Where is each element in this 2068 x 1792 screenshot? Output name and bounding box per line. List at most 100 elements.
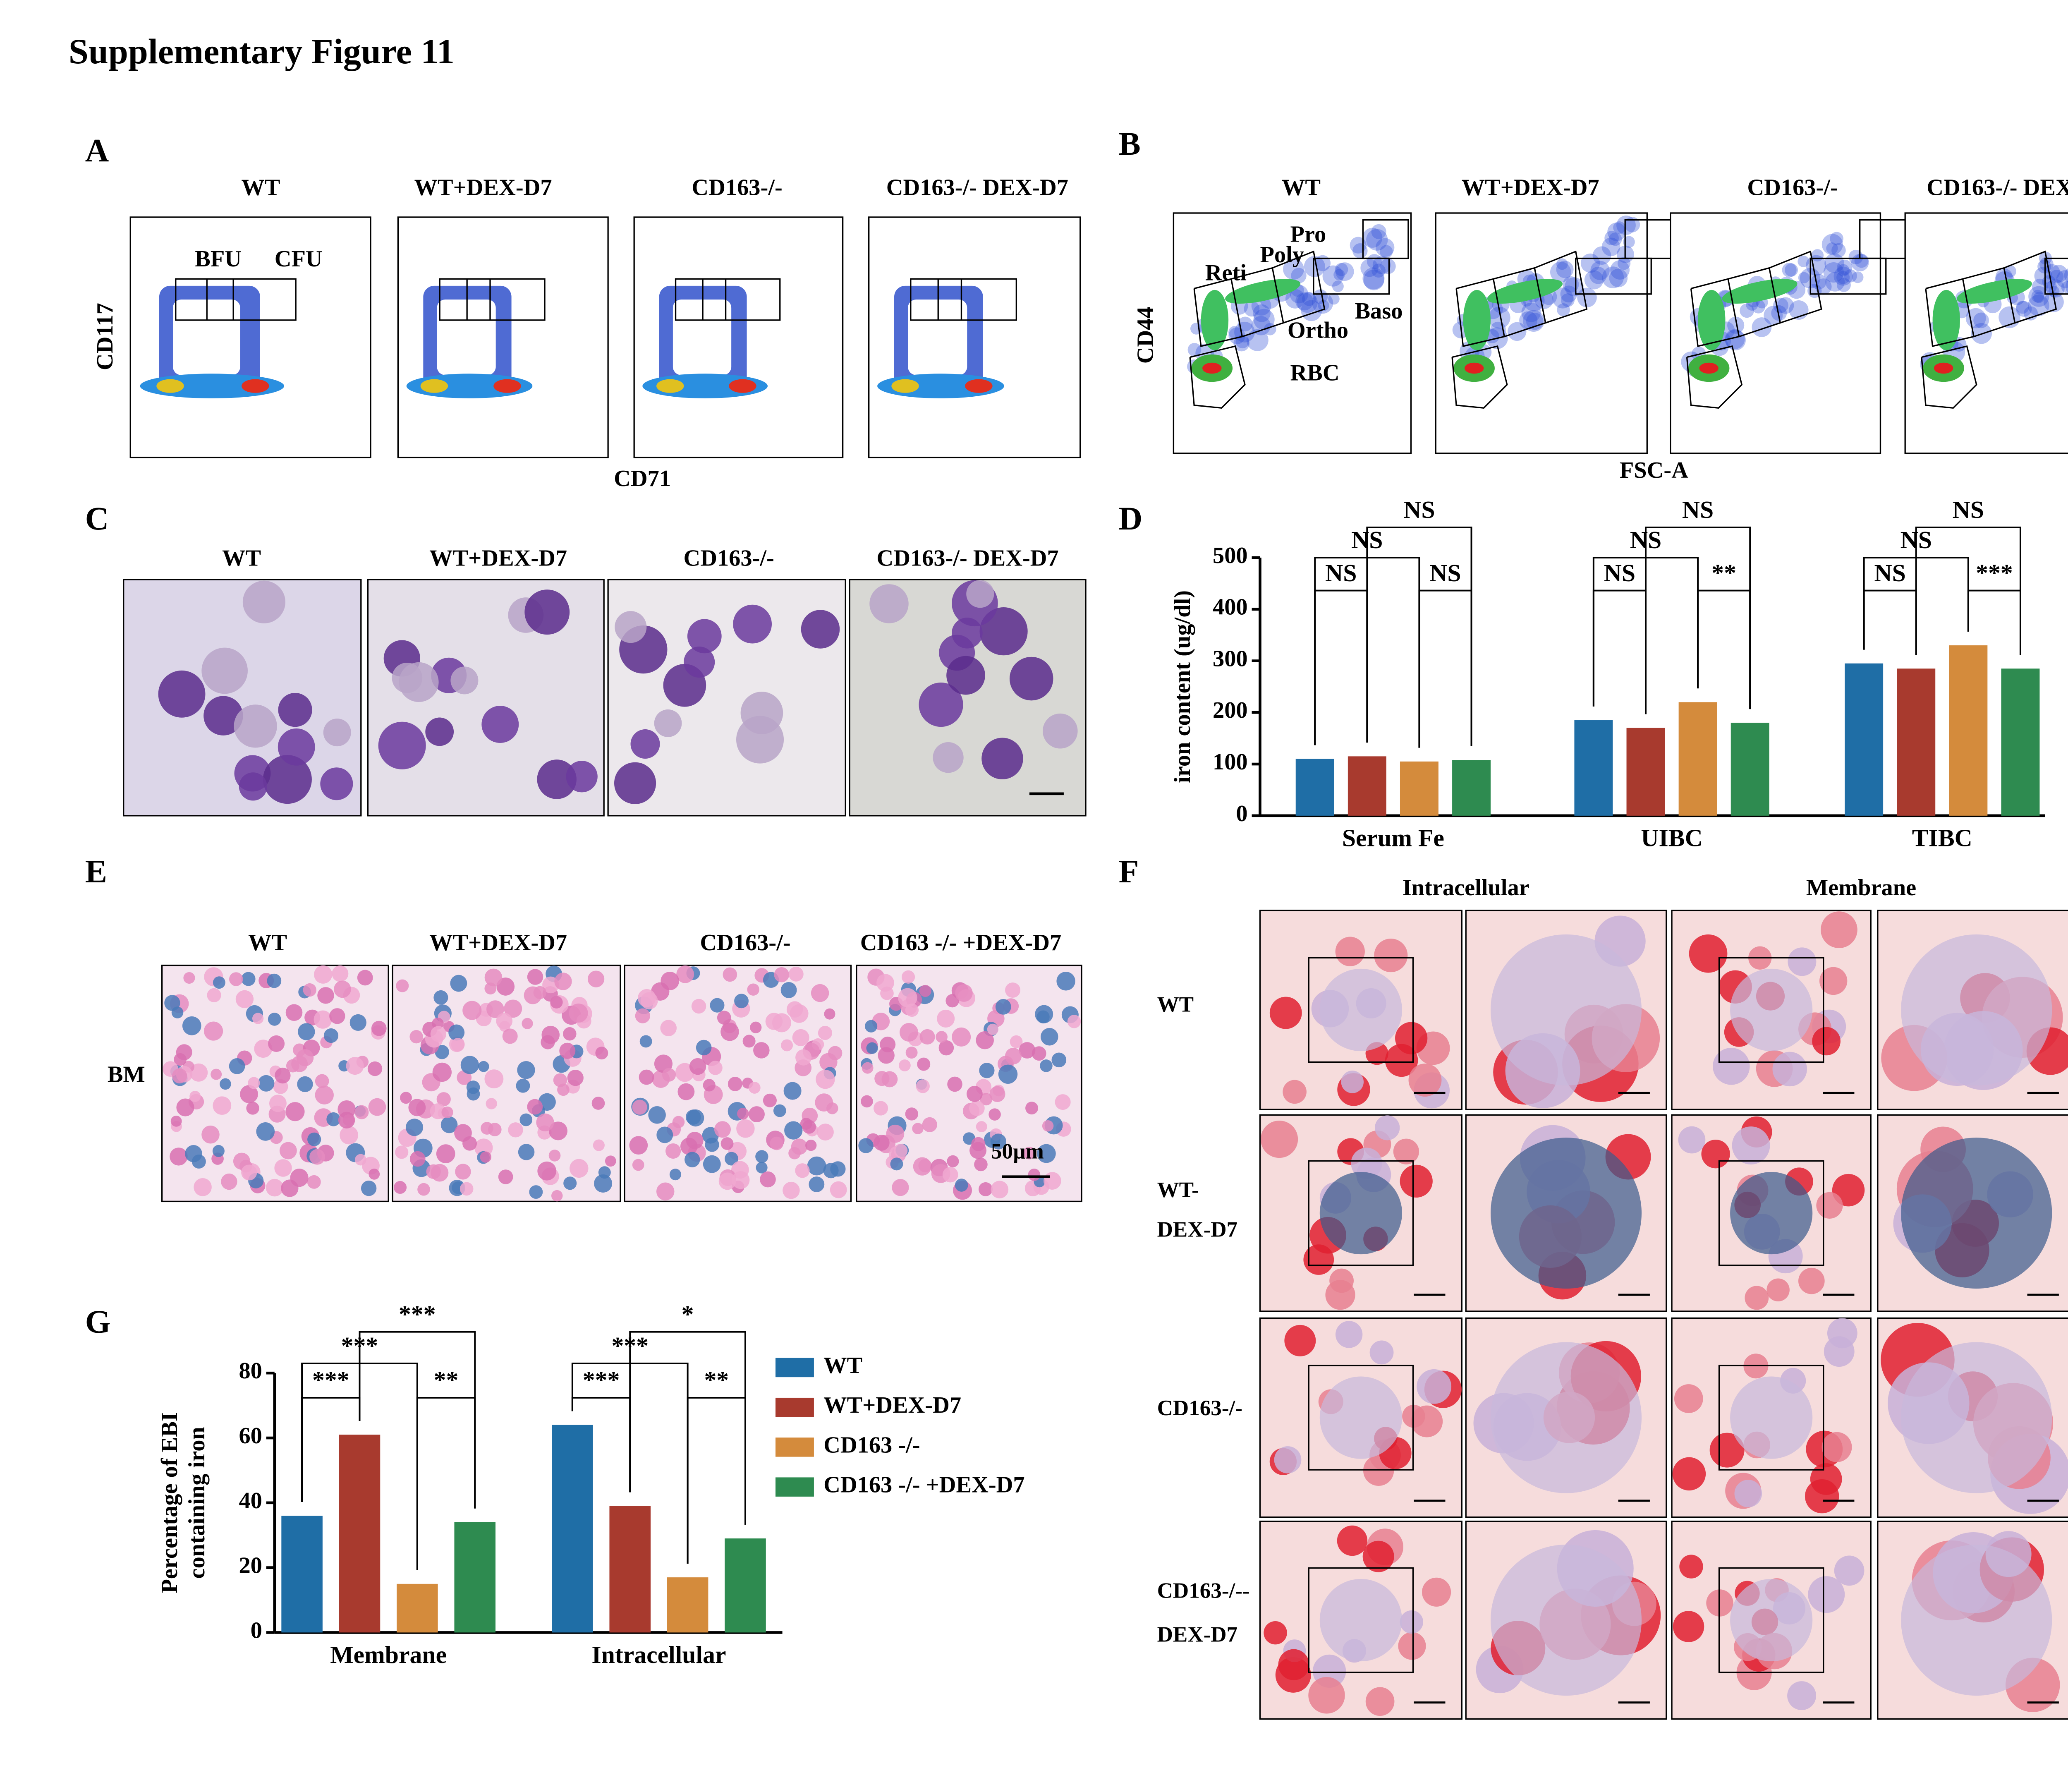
density bbox=[2056, 270, 2068, 288]
cell bbox=[1041, 1028, 1058, 1046]
inset-box bbox=[1308, 1160, 1414, 1266]
cell bbox=[519, 1113, 533, 1126]
cell bbox=[1025, 1102, 1038, 1115]
cell bbox=[595, 1047, 608, 1060]
density bbox=[1550, 261, 1571, 283]
cell bbox=[990, 1133, 1007, 1150]
cell bbox=[1672, 1457, 1706, 1491]
inset-box bbox=[1718, 957, 1824, 1063]
bar bbox=[609, 1506, 651, 1633]
density bbox=[908, 299, 967, 375]
cell bbox=[174, 1053, 187, 1066]
density bbox=[1837, 259, 1853, 275]
cell bbox=[874, 1101, 888, 1116]
bar bbox=[667, 1577, 708, 1633]
cell bbox=[893, 1144, 908, 1158]
bar bbox=[339, 1435, 381, 1633]
y-tick-label: 60 bbox=[239, 1423, 262, 1449]
cell bbox=[355, 1154, 366, 1166]
cell bbox=[498, 1169, 513, 1184]
cell bbox=[220, 1078, 231, 1090]
row-label: BM bbox=[108, 1061, 145, 1087]
gate bbox=[1189, 345, 1246, 409]
cell bbox=[518, 1144, 535, 1160]
cell bbox=[639, 1035, 652, 1048]
density bbox=[2033, 292, 2045, 303]
significance-label: *** bbox=[583, 1366, 620, 1394]
cell bbox=[593, 1139, 605, 1151]
cell bbox=[703, 1155, 721, 1173]
significance-label: ** bbox=[434, 1366, 459, 1394]
cell bbox=[481, 1122, 493, 1135]
density bbox=[1225, 279, 1301, 304]
density bbox=[1251, 316, 1271, 335]
density bbox=[1367, 254, 1382, 269]
density bbox=[1283, 259, 1304, 280]
density bbox=[1589, 266, 1607, 284]
cell bbox=[919, 1029, 935, 1045]
inset-box bbox=[1718, 1160, 1824, 1266]
cell bbox=[685, 1152, 700, 1167]
cell bbox=[450, 975, 467, 992]
cell bbox=[705, 1138, 719, 1152]
significance-label: *** bbox=[1976, 559, 2013, 587]
column-label: CD163-/- bbox=[692, 175, 782, 201]
bracket bbox=[629, 1331, 746, 1525]
density bbox=[2032, 278, 2048, 295]
density bbox=[1561, 293, 1575, 307]
cell bbox=[508, 1122, 523, 1138]
figure-title: Supplementary Figure 11 bbox=[69, 31, 455, 71]
density bbox=[1335, 263, 1348, 276]
density bbox=[1752, 317, 1772, 337]
density bbox=[1463, 290, 1491, 350]
cell bbox=[1901, 1342, 2052, 1493]
cell bbox=[630, 729, 660, 759]
cell bbox=[517, 1061, 535, 1079]
cell bbox=[570, 1159, 589, 1178]
cell bbox=[158, 670, 206, 718]
density bbox=[2016, 301, 2029, 314]
cell bbox=[298, 1023, 315, 1040]
cell bbox=[809, 1176, 825, 1192]
bar bbox=[1897, 668, 1936, 816]
cell bbox=[307, 1132, 321, 1146]
cell bbox=[1812, 1027, 1841, 1056]
cell bbox=[1035, 1005, 1053, 1023]
column-label: WT bbox=[242, 175, 280, 201]
cell bbox=[1051, 1052, 1067, 1068]
cell bbox=[905, 1107, 919, 1121]
cell bbox=[686, 1132, 704, 1149]
cell bbox=[502, 1028, 518, 1044]
density bbox=[1722, 279, 1798, 304]
density bbox=[1560, 285, 1577, 303]
cell bbox=[905, 1003, 919, 1017]
density bbox=[1826, 242, 1838, 254]
gate bbox=[1921, 345, 1977, 409]
density bbox=[1610, 260, 1630, 280]
bar bbox=[1348, 756, 1386, 816]
density bbox=[1602, 266, 1624, 289]
panel-label: B bbox=[1119, 126, 1141, 162]
cell bbox=[1821, 1432, 1852, 1462]
density bbox=[1607, 223, 1626, 241]
density bbox=[1237, 316, 1253, 332]
cell bbox=[979, 1182, 993, 1196]
cell bbox=[669, 1169, 681, 1181]
cell bbox=[516, 1078, 530, 1093]
cell bbox=[569, 1004, 588, 1023]
cell bbox=[1787, 1681, 1817, 1711]
cell bbox=[285, 1004, 303, 1021]
cell bbox=[708, 1061, 723, 1075]
density bbox=[2016, 301, 2032, 317]
gate bbox=[175, 278, 297, 321]
cell bbox=[361, 1180, 377, 1196]
cell bbox=[349, 1014, 366, 1031]
density bbox=[1956, 279, 2032, 304]
cell bbox=[207, 988, 221, 1002]
significance-label: * bbox=[682, 1301, 694, 1328]
cell bbox=[886, 1124, 905, 1143]
cell bbox=[1055, 1094, 1071, 1110]
y-tick-label: 100 bbox=[1213, 749, 1248, 775]
bar bbox=[1452, 760, 1491, 816]
cell bbox=[747, 983, 759, 996]
